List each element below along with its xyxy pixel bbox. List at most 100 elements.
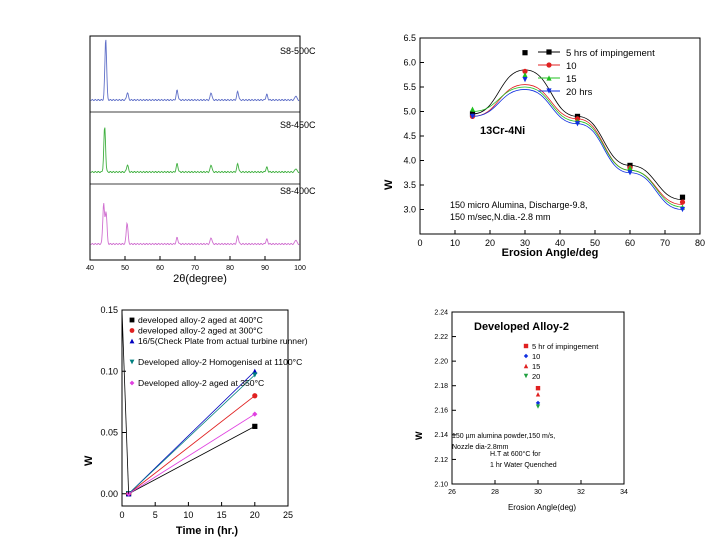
time-legend-marker-0 (129, 317, 135, 323)
alloy-legend-label-1: 10 (532, 352, 540, 361)
time-ytick-label-2: 0.10 (100, 366, 118, 376)
angle-point-0-1 (522, 50, 528, 56)
time-legend-marker-1 (129, 328, 135, 333)
erosion-angle-chart: 0 10 20 30 40 50 60 70 80 3.0 3.5 4.0 4.5 5.0 5.5 6.0 6.… (383, 33, 705, 259)
xrd-xtick-label-0: 40 (86, 265, 94, 272)
angle-ytick-label-2: 4.0 (403, 156, 416, 166)
time-line-0 (128, 426, 255, 495)
time-line-3 (128, 374, 256, 495)
alloy-ytick-label-1: 2.12 (434, 457, 448, 464)
alloy-xlabel: Erosion Angle(deg) (508, 503, 576, 512)
xrd-xtick-label-6: 100 (294, 265, 306, 272)
angle-legend-marker-0 (546, 49, 552, 55)
time-point-3-1 (252, 372, 258, 378)
angle-point-2-1 (522, 72, 528, 78)
xrd-series-label-1: S8-450C (280, 120, 316, 130)
angle-conditions-2: 150 m/sec,N.dia.-2.8 mm (450, 212, 551, 222)
alloy-conditions-1: 150 µm alumina powder,150 m/s, (452, 433, 555, 440)
time-xtick-label-5: 25 (283, 510, 293, 520)
xrd-chart: 40 50 60 70 80 90 100 S8-500C S8-450C S8-400C … (86, 35, 316, 285)
angle-legend-marker-1 (546, 62, 552, 68)
alloy-ytick-label-3: 2.16 (434, 408, 448, 415)
angle-ylabel: W (383, 179, 395, 190)
time-legend-label-3: Developed alloy-2 Homogenised at 1100°C (138, 357, 302, 367)
time-legend-label-4: Developed alloy-2 aged at 350°C (138, 378, 264, 388)
angle-legend-label-3: 20 hrs (566, 87, 593, 98)
angle-xtick-label-3: 30 (520, 238, 530, 248)
alloy-point-1 (535, 400, 541, 406)
time-xtick-label-1: 5 (153, 510, 158, 520)
angle-point-3-0 (469, 113, 476, 119)
time-point-1-1 (252, 393, 258, 399)
angle-fit-line-3 (472, 89, 683, 210)
xrd-pattern-1 (90, 127, 300, 174)
angle-xtick-label-0: 0 (417, 238, 422, 248)
xrd-series-label-2: S8-400C (280, 186, 316, 196)
time-ytick-label-1: 0.05 (100, 428, 118, 438)
angle-conditions-1: 150 micro Alumina, Discharge-9.8, (450, 200, 588, 210)
time-legend-marker-3 (129, 359, 135, 365)
angle-point-2-0 (469, 106, 476, 112)
angle-legend-marker-3 (546, 88, 552, 94)
alloy-ytick-label-5: 2.20 (434, 358, 448, 365)
angle-legend-label-2: 15 (566, 74, 577, 85)
angle-ytick-label-0: 3.0 (403, 205, 416, 215)
angle-legend-marker-2 (546, 75, 552, 81)
alloy-ht-2: 1 hr Water Quenched (490, 462, 557, 469)
time-ylabel: W (83, 455, 95, 466)
alloy-ytick-label-4: 2.18 (434, 383, 448, 390)
angle-ytick-label-4: 5.0 (403, 107, 416, 117)
xrd-xtick-label-1: 50 (121, 265, 129, 272)
angle-xtick-label-1: 10 (450, 238, 460, 248)
alloy-point-3 (535, 404, 541, 409)
xrd-xtick-label-2: 60 (156, 265, 164, 272)
xrd-pattern-2 (90, 203, 300, 246)
alloy-point-2 (535, 392, 541, 397)
time-line-1 (128, 395, 256, 495)
xrd-xtick-label-3: 70 (191, 265, 199, 272)
angle-fit-line-1 (472, 84, 683, 205)
angle-ytick-label-5: 5.5 (403, 82, 416, 92)
alloy-xtick-label-0: 26 (448, 489, 456, 496)
angle-point-1-4 (679, 199, 686, 205)
time-legend-marker-2 (129, 338, 135, 344)
angle-xtick-label-7: 70 (660, 238, 670, 248)
time-xtick-label-4: 20 (250, 510, 260, 520)
angle-point-1-1 (522, 68, 528, 74)
alloy2-chart: 26 28 30 32 34 2.10 2.12 2.14 2.16 2.18 2.20 2.22 2.… (414, 309, 628, 512)
angle-xtick-label-2: 20 (485, 238, 495, 248)
time-point-4-0 (126, 491, 132, 497)
time-line-2 (128, 370, 256, 495)
alloy-legend-marker-2 (523, 363, 529, 369)
angle-legend-label-0: 5 hrs of impingement (566, 48, 655, 59)
alloy-xtick-label-3: 32 (577, 489, 585, 496)
angle-point-2-3 (627, 165, 633, 171)
time-legend-label-2: 16/5(Check Plate from actual turbine run… (138, 336, 308, 346)
time-xlabel: Time in (hr.) (176, 525, 238, 537)
alloy-legend-label-0: 5 hr of impingement (532, 342, 599, 351)
angle-ytick-label-1: 3.5 (403, 180, 416, 190)
angle-point-3-3 (627, 170, 633, 176)
time-point-0-1 (252, 423, 258, 429)
time-drop-line (121, 309, 130, 494)
angle-ytick-label-7: 6.5 (403, 33, 416, 43)
angle-point-3-4 (679, 206, 686, 213)
time-axes-frame (121, 309, 289, 507)
alloy-xtick-label-1: 28 (491, 489, 499, 496)
alloy-ht-1: H.T at 600°C for (490, 450, 541, 458)
alloy-legend-label-3: 20 (532, 372, 540, 381)
alloy-ytick-label-2: 2.14 (434, 432, 448, 439)
alloy-ylabel: W (414, 431, 424, 440)
xrd-xtick-label-5: 90 (261, 265, 269, 272)
alloy-ytick-label-7: 2.24 (434, 309, 448, 316)
angle-point-0-4 (679, 194, 686, 200)
alloy-legend-label-2: 15 (532, 362, 540, 371)
time-xtick-label-3: 15 (217, 510, 227, 520)
xrd-xtick-label-4: 80 (226, 265, 234, 272)
alloy-legend-marker-1 (523, 353, 529, 359)
xrd-series-label-0: S8-500C (280, 46, 316, 56)
alloy-xtick-label-2: 30 (534, 489, 542, 496)
xrd-pattern-0 (90, 39, 300, 102)
alloy-point-0 (535, 385, 541, 391)
angle-ytick-label-3: 4.5 (403, 131, 416, 141)
